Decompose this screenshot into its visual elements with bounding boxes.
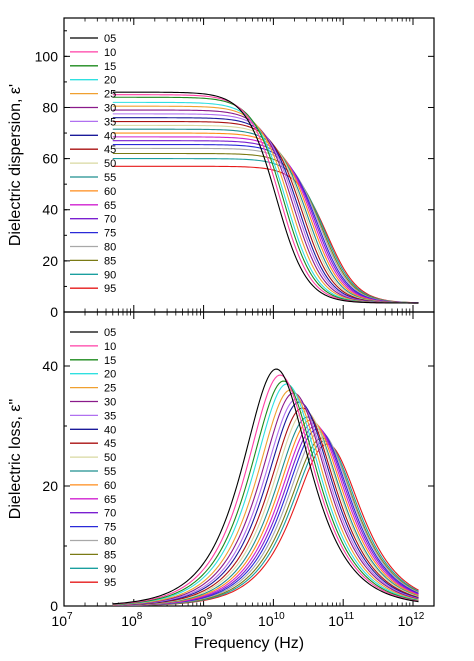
legend-label: 95 <box>104 283 116 295</box>
legend-label: 50 <box>104 158 116 170</box>
legend-label: 85 <box>104 255 116 267</box>
legend-label: 35 <box>104 116 116 128</box>
series-line-80 <box>112 147 419 304</box>
y-tick-label: 60 <box>42 151 58 167</box>
legend-label: 60 <box>104 186 116 198</box>
legend-label: 45 <box>104 144 116 156</box>
x-tick-label: 108 <box>121 611 143 629</box>
x-tick-label: 1011 <box>328 611 354 629</box>
series-line-05 <box>112 91 419 304</box>
legend-label: 70 <box>104 214 116 226</box>
y-tick-label: 40 <box>42 202 58 218</box>
y-tick-label: 100 <box>35 48 59 64</box>
legend-label: 80 <box>104 242 116 254</box>
series-line-20 <box>112 101 419 304</box>
series-line-75 <box>112 144 419 304</box>
legend-label: 15 <box>104 355 116 367</box>
series-line-95 <box>112 165 419 304</box>
series-line-35 <box>112 398 419 606</box>
x-tick-label: 1012 <box>398 611 425 629</box>
y-tick-label: 40 <box>42 358 58 374</box>
series-line-30 <box>112 392 419 606</box>
legend-label: 30 <box>104 103 116 115</box>
legend-label: 65 <box>104 494 116 506</box>
legend-label: 65 <box>104 200 116 212</box>
y-tick-label: 0 <box>50 304 58 320</box>
legend-label: 20 <box>104 369 116 381</box>
legend-label: 95 <box>104 577 116 589</box>
series-line-05 <box>112 368 419 605</box>
y-tick-label: 80 <box>42 99 58 115</box>
series-group <box>112 91 419 304</box>
legend-label: 85 <box>104 549 116 561</box>
legend-label: 10 <box>104 341 116 353</box>
series-line-15 <box>112 96 419 304</box>
x-tick-label: 107 <box>51 611 73 629</box>
series-line-20 <box>112 383 419 606</box>
top-panel: 0 20 40 60 80 100 Dielectric dispersion, ε' 05 1… <box>7 17 435 320</box>
legend-label: 10 <box>104 47 116 59</box>
y-axis-title: Dielectric dispersion, ε' <box>7 84 24 246</box>
y-tick-label: 0 <box>50 598 58 614</box>
legend-label: 15 <box>104 61 116 73</box>
legend-label: 25 <box>104 383 116 395</box>
series-line-10 <box>112 94 419 304</box>
legend-label: 55 <box>104 172 116 184</box>
legend-label: 60 <box>104 480 116 492</box>
legend-label: 75 <box>104 228 116 240</box>
series-line-55 <box>112 128 419 304</box>
y-axis-title: Dielectric loss, ε" <box>7 399 24 519</box>
series-group <box>112 368 419 606</box>
legend-label: 20 <box>104 75 116 87</box>
legend-label: 05 <box>104 33 116 45</box>
series-line-90 <box>112 158 419 304</box>
legend-label: 30 <box>104 397 116 409</box>
legend-label: 45 <box>104 438 116 450</box>
series-line-65 <box>112 136 419 304</box>
legend-label: 90 <box>104 563 116 575</box>
x-tick-label: 1010 <box>258 611 285 629</box>
series-line-70 <box>112 140 419 304</box>
legend-label: 80 <box>104 536 116 548</box>
legend-label: 40 <box>104 130 116 142</box>
x-axis-title: Frequency (Hz) <box>194 635 304 652</box>
legend-label: 90 <box>104 269 116 281</box>
y-tick-label: 20 <box>42 478 58 494</box>
x-tick-label: 109 <box>191 611 213 629</box>
series-line-10 <box>112 374 419 605</box>
legend-label: 55 <box>104 466 116 478</box>
series-line-15 <box>112 380 419 605</box>
series-line-25 <box>112 389 419 606</box>
series-line-45 <box>112 407 419 606</box>
legend-label: 70 <box>104 508 116 520</box>
bottom-panel: 0 20 40 107 108 109 1010 1011 1012 Frequency (Hz)… <box>7 311 435 652</box>
legend-label: 75 <box>104 522 116 534</box>
plot-frame <box>63 17 435 313</box>
y-tick-label: 20 <box>42 253 58 269</box>
legend-label: 40 <box>104 424 116 436</box>
series-line-90 <box>112 440 419 606</box>
legend-label: 35 <box>104 410 116 422</box>
legend-label: 50 <box>104 452 116 464</box>
legend-label: 05 <box>104 327 116 339</box>
plot-frame <box>63 311 435 607</box>
series-line-85 <box>112 152 419 304</box>
legend-label: 25 <box>104 89 116 101</box>
series-line-50 <box>112 410 419 606</box>
